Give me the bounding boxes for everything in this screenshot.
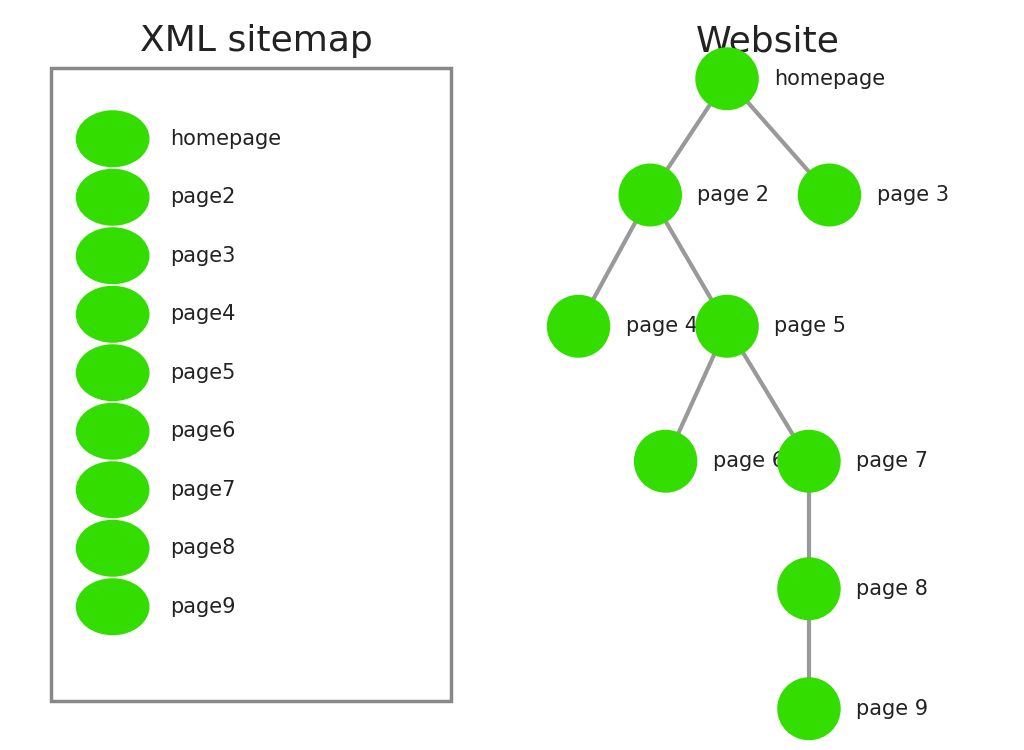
Ellipse shape bbox=[798, 164, 861, 226]
Ellipse shape bbox=[76, 403, 150, 460]
Ellipse shape bbox=[76, 110, 150, 167]
Ellipse shape bbox=[777, 430, 841, 493]
Ellipse shape bbox=[76, 169, 150, 226]
Text: page6: page6 bbox=[170, 422, 236, 441]
Text: page 5: page 5 bbox=[774, 316, 846, 336]
Text: page 9: page 9 bbox=[856, 699, 928, 718]
Ellipse shape bbox=[547, 295, 610, 358]
Text: page7: page7 bbox=[170, 480, 236, 500]
Ellipse shape bbox=[618, 164, 682, 226]
Text: page 4: page 4 bbox=[626, 316, 697, 336]
Text: page5: page5 bbox=[170, 363, 236, 382]
Text: page 8: page 8 bbox=[856, 579, 928, 598]
Text: page 2: page 2 bbox=[697, 185, 769, 205]
Ellipse shape bbox=[777, 557, 841, 620]
Text: Website: Website bbox=[696, 24, 840, 58]
Ellipse shape bbox=[76, 578, 150, 635]
Ellipse shape bbox=[76, 520, 150, 577]
Text: page9: page9 bbox=[170, 597, 236, 616]
FancyBboxPatch shape bbox=[51, 68, 451, 701]
Ellipse shape bbox=[76, 227, 150, 284]
Text: page8: page8 bbox=[170, 538, 236, 558]
Ellipse shape bbox=[76, 461, 150, 518]
Ellipse shape bbox=[695, 295, 759, 358]
Text: page 6: page 6 bbox=[713, 452, 784, 471]
Ellipse shape bbox=[76, 286, 150, 343]
Text: page3: page3 bbox=[170, 246, 236, 266]
Text: page4: page4 bbox=[170, 304, 236, 324]
Text: homepage: homepage bbox=[170, 129, 282, 149]
Text: XML sitemap: XML sitemap bbox=[139, 24, 373, 58]
Text: homepage: homepage bbox=[774, 69, 886, 88]
Ellipse shape bbox=[695, 47, 759, 110]
Text: page2: page2 bbox=[170, 188, 236, 207]
Text: page 3: page 3 bbox=[877, 185, 948, 205]
Text: page 7: page 7 bbox=[856, 452, 928, 471]
Ellipse shape bbox=[76, 344, 150, 401]
Ellipse shape bbox=[777, 677, 841, 740]
Ellipse shape bbox=[634, 430, 697, 493]
